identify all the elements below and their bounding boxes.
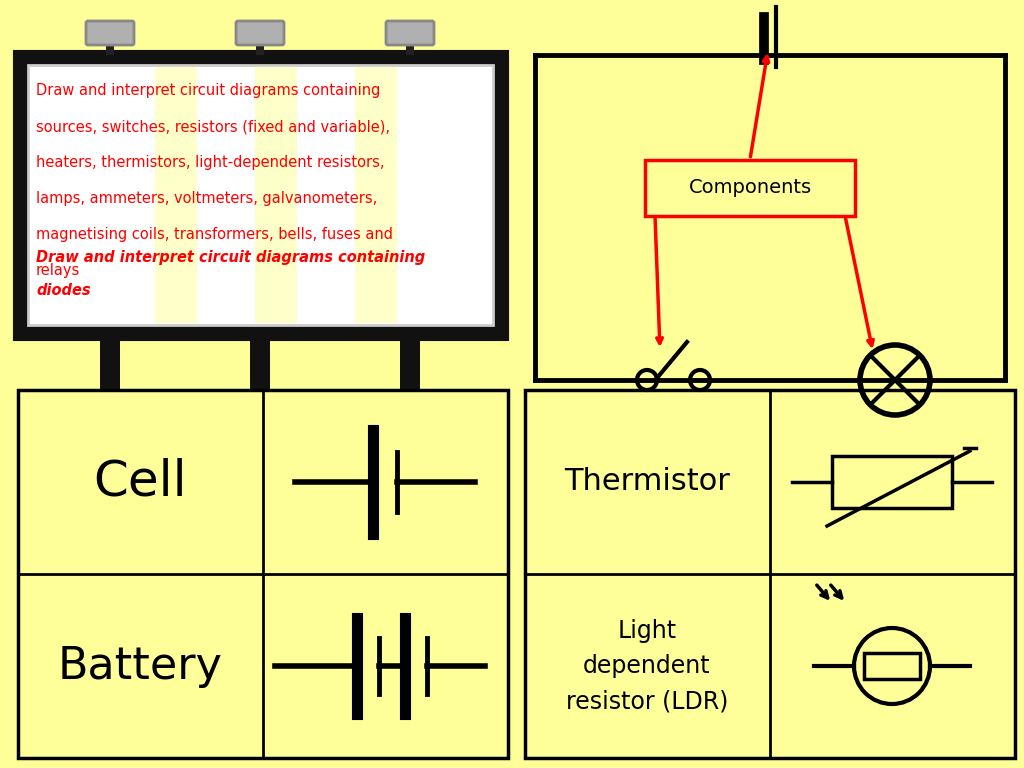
Text: Cell: Cell	[93, 458, 186, 506]
Text: Thermistor: Thermistor	[564, 468, 730, 496]
Bar	[100, 333, 120, 395]
Bar	[645, 160, 855, 216]
Bar	[80, 393, 102, 403]
Text: heaters, thermistors, light-dependent resistors,: heaters, thermistors, light-dependent re…	[36, 155, 384, 170]
Text: Battery: Battery	[57, 644, 222, 687]
Bar	[400, 333, 420, 395]
Text: Draw and interpret circuit diagrams containing: Draw and interpret circuit diagrams cont…	[36, 83, 380, 98]
Text: sources, switches, resistors (fixed and variable),: sources, switches, resistors (fixed and …	[36, 119, 390, 134]
Text: magnetising coils, transformers, bells, fuses and: magnetising coils, transformers, bells, …	[36, 227, 393, 242]
Text: relays: relays	[36, 263, 80, 278]
Text: lamps, ammeters, voltmeters, galvanometers,: lamps, ammeters, voltmeters, galvanomete…	[36, 191, 377, 206]
Bar	[155, 67, 197, 323]
Bar	[380, 393, 402, 403]
FancyBboxPatch shape	[386, 21, 434, 45]
Text: Light
dependent
resistor (LDR): Light dependent resistor (LDR)	[566, 618, 728, 713]
Bar	[106, 33, 114, 55]
Text: diodes: diodes	[36, 283, 91, 298]
Bar	[268, 393, 290, 403]
Bar	[230, 393, 252, 403]
Bar	[255, 67, 297, 323]
Bar	[118, 393, 140, 403]
Bar	[418, 393, 440, 403]
Text: Components: Components	[688, 178, 812, 197]
Bar	[525, 390, 1015, 758]
Bar	[256, 33, 264, 55]
Bar	[18, 55, 503, 335]
Bar	[355, 67, 397, 323]
FancyBboxPatch shape	[236, 21, 284, 45]
Bar	[28, 65, 493, 325]
Bar	[18, 390, 508, 758]
Bar	[864, 653, 920, 679]
FancyBboxPatch shape	[86, 21, 134, 45]
Text: Draw and interpret circuit diagrams containing: Draw and interpret circuit diagrams cont…	[36, 250, 425, 265]
Bar	[406, 33, 414, 55]
Bar	[831, 456, 952, 508]
Bar	[250, 333, 270, 395]
